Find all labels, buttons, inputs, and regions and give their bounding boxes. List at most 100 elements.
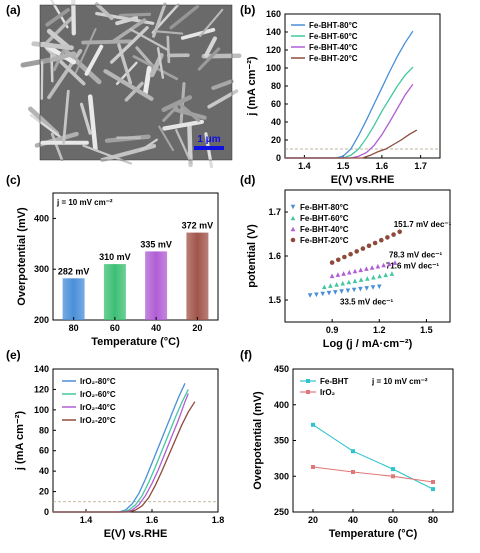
sem-rod bbox=[50, 51, 77, 62]
panel-d: (d) 0.9 1.2 1.5 1.5 1.6 1.7 Log (j / mA·cm⁻²) p… bbox=[240, 173, 452, 350]
x-tick-label: 60 bbox=[110, 323, 120, 333]
panel-e-label: (e) bbox=[6, 348, 21, 362]
y-tick-label: 100 bbox=[266, 63, 281, 73]
data-point bbox=[397, 229, 403, 235]
sem-rod bbox=[162, 119, 204, 131]
plot-frame bbox=[52, 192, 219, 321]
data-point bbox=[352, 268, 358, 274]
data-point bbox=[351, 287, 357, 293]
data-point bbox=[348, 251, 353, 257]
data-point bbox=[383, 272, 388, 278]
data-point bbox=[358, 286, 363, 292]
sem-rod bbox=[166, 35, 171, 64]
data-point bbox=[320, 291, 325, 297]
data-point bbox=[379, 237, 384, 243]
sem-rod bbox=[211, 79, 234, 90]
legend-entry: IrO₂-20°C bbox=[80, 416, 116, 425]
panel-a: (a) 1 μm bbox=[6, 0, 242, 169]
data-point bbox=[372, 240, 378, 246]
sem-rod bbox=[124, 81, 144, 102]
series-line bbox=[53, 383, 186, 513]
data-point bbox=[391, 232, 396, 237]
y-axis-label: Overpotential (mV) bbox=[16, 207, 28, 306]
sem-rod bbox=[110, 26, 149, 64]
y-axis-label: j (mA cm⁻²) bbox=[246, 56, 258, 117]
data-point bbox=[342, 254, 347, 260]
x-tick-label: 20 bbox=[192, 323, 202, 333]
data-point bbox=[385, 235, 390, 240]
y-tick-label: 20 bbox=[39, 487, 49, 497]
legend-entry: Fe-BHT-60°C bbox=[309, 32, 358, 41]
panel-a-label: (a) bbox=[6, 3, 21, 17]
sem-rod bbox=[52, 49, 65, 72]
data-point bbox=[322, 284, 327, 290]
bar-value-label: 282 mV bbox=[58, 266, 90, 276]
bar bbox=[103, 264, 126, 320]
x-tick-label: 1.2 bbox=[373, 325, 386, 335]
data-point bbox=[387, 261, 392, 267]
legend-entry: Fe-BHT-80°C bbox=[300, 203, 349, 212]
data-point bbox=[351, 449, 355, 454]
x-tick-label: 1.5 bbox=[420, 325, 433, 335]
legend-entry: Fe-BHT-80°C bbox=[309, 21, 358, 30]
data-point bbox=[290, 237, 296, 243]
data-point bbox=[377, 284, 382, 290]
sem-rod bbox=[156, 47, 165, 79]
sem-rod bbox=[50, 132, 64, 162]
y-tick-label: 300 bbox=[274, 471, 289, 481]
y-tick-label: 0 bbox=[276, 153, 281, 163]
x-tick-label: 40 bbox=[151, 323, 161, 333]
x-tick-label: 80 bbox=[428, 515, 438, 525]
sem-rod bbox=[177, 101, 201, 122]
scale-bar-label: 1 μm bbox=[197, 134, 220, 145]
data-point bbox=[290, 226, 296, 232]
legend-entry: Fe-BHT-20°C bbox=[300, 236, 349, 245]
sem-frame bbox=[39, 4, 233, 161]
legend-entry: Fe-BHT-40°C bbox=[300, 225, 349, 234]
x-tick-label: 1.6 bbox=[146, 515, 159, 525]
data-point bbox=[290, 204, 296, 210]
sem-rod bbox=[94, 2, 114, 21]
sem-rod bbox=[82, 144, 132, 165]
slope-label: 151.7 mV dec⁻¹ bbox=[394, 220, 452, 229]
condition-annotation: j = 10 mV cm⁻² bbox=[371, 377, 428, 386]
bar bbox=[145, 251, 168, 320]
y-axis-label: j (mA cm⁻²) bbox=[14, 411, 26, 472]
data-point bbox=[326, 290, 332, 296]
sem-rod bbox=[45, 8, 70, 27]
legend-entry: Fe-BHT bbox=[320, 377, 349, 386]
y-tick-label: 60 bbox=[39, 446, 49, 456]
x-tick-label: 1.4 bbox=[298, 161, 311, 171]
data-point bbox=[360, 246, 366, 251]
data-point bbox=[354, 249, 360, 254]
data-point bbox=[371, 274, 376, 280]
data-point bbox=[307, 293, 313, 298]
data-point bbox=[336, 257, 341, 263]
data-point bbox=[375, 263, 381, 269]
sem-rod bbox=[161, 95, 193, 112]
x-axis-label: Temperature (°C) bbox=[91, 336, 180, 348]
sem-rod bbox=[175, 129, 193, 165]
data-point bbox=[369, 265, 375, 270]
bar-value-label: 372 mV bbox=[182, 221, 214, 231]
sem-rod bbox=[129, 28, 169, 51]
plot-frame bbox=[52, 368, 219, 513]
legend-marker bbox=[306, 379, 310, 383]
legend-entry: Fe-BHT-40°C bbox=[309, 43, 358, 52]
sem-rod bbox=[162, 105, 179, 122]
data-point bbox=[333, 290, 338, 295]
data-point bbox=[370, 285, 376, 290]
data-point bbox=[389, 271, 395, 276]
x-tick-label: 0.9 bbox=[326, 325, 339, 335]
legend-entry: Fe-BHT-60°C bbox=[300, 214, 349, 223]
sem-rod bbox=[79, 102, 92, 135]
sem-rod bbox=[204, 132, 214, 169]
x-tick-label: 1.8 bbox=[212, 515, 225, 525]
series-line bbox=[53, 393, 189, 513]
y-tick-label: 20 bbox=[271, 135, 281, 145]
x-tick-label: 1.5 bbox=[337, 161, 350, 171]
sem-rod bbox=[46, 28, 70, 49]
panel-c: (c) 200 300 400 282 mV 80 310 mV 60 335 mV 40 372… bbox=[6, 173, 219, 348]
x-tick-label: 1.6 bbox=[376, 161, 389, 171]
data-point bbox=[392, 260, 398, 265]
